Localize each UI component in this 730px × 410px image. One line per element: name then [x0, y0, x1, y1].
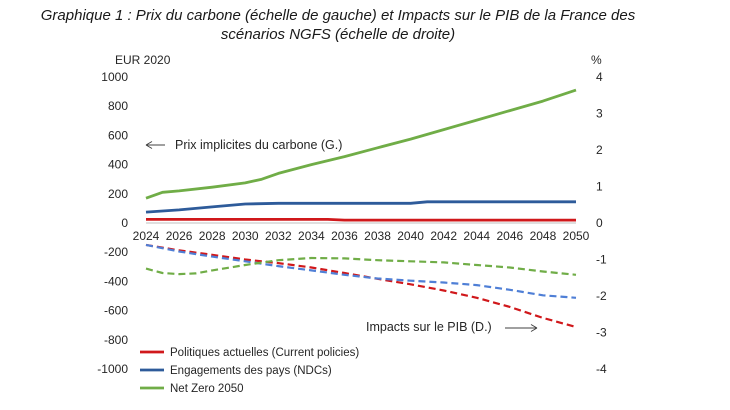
legend-label-nz: Net Zero 2050: [170, 383, 244, 395]
x-tick-label: 2038: [364, 229, 391, 243]
legend-label-current: Politiques actuelles (Current policies): [170, 347, 359, 359]
x-tick-label: 2034: [298, 229, 325, 243]
annotation-gdp-impact: Impacts sur le PIB (D.): [366, 320, 538, 334]
series-line-gdp-nz: [145, 256, 577, 276]
series-line-gdp-current: [145, 243, 577, 329]
y-left-tick-label: 400: [108, 158, 128, 172]
series-line-carbon-nz: [145, 88, 577, 200]
y-left-unit-label: EUR 2020: [115, 53, 171, 67]
x-tick-label: 2048: [530, 229, 557, 243]
y-right-tick-label: 0: [596, 216, 603, 230]
y-right-tick-label: 2: [596, 143, 603, 157]
series-line-carbon-ndc: [145, 200, 576, 214]
annotation-carbon-price: Prix implicites du carbone (G.): [145, 138, 342, 152]
y-right-tick-label: 4: [596, 70, 603, 84]
y-left-axis-ticks: 1000 800 600 400 200 0 -200 -400 -600 -800 -1000: [97, 70, 128, 376]
y-left-tick-label: 600: [108, 128, 128, 142]
annotation-carbon-label: Prix implicites du carbone (G.): [175, 138, 342, 152]
y-right-tick-label: -3: [596, 326, 607, 340]
x-tick-label: 2050: [563, 229, 590, 243]
y-right-tick-label: -4: [596, 362, 607, 376]
chart-title-line2: scénarios NGFS (échelle de droite): [221, 26, 455, 43]
y-left-tick-label: 0: [121, 216, 128, 230]
annotation-gdp-label: Impacts sur le PIB (D.): [366, 320, 492, 334]
x-tick-label: 2032: [265, 229, 292, 243]
series-line-gdp-ndc_dash: [145, 243, 577, 299]
chart-title-line1: Graphique 1 : Prix du carbone (échelle d…: [41, 7, 636, 24]
x-tick-label: 2046: [496, 229, 523, 243]
x-tick-label: 2044: [463, 229, 490, 243]
y-left-tick-label: -1000: [97, 362, 128, 376]
y-left-tick-label: -600: [104, 304, 128, 318]
y-right-tick-label: 1: [596, 180, 603, 194]
x-tick-label: 2028: [199, 229, 226, 243]
x-tick-label: 2030: [232, 229, 259, 243]
y-left-tick-label: -800: [104, 333, 128, 347]
arrow-right-icon: [530, 324, 538, 332]
series-layer: [145, 88, 577, 329]
x-tick-label: 2040: [397, 229, 424, 243]
chart-legend: Politiques actuelles (Current policies) E…: [140, 347, 359, 395]
series-line-carbon-current: [146, 217, 576, 222]
y-right-tick-label: -1: [596, 253, 607, 267]
x-tick-label: 2026: [166, 229, 193, 243]
y-left-tick-label: 1000: [101, 70, 128, 84]
y-left-tick-label: 800: [108, 99, 128, 113]
y-right-unit-label: %: [591, 53, 602, 67]
y-left-tick-label: -400: [104, 274, 128, 288]
x-tick-label: 2036: [331, 229, 358, 243]
y-left-tick-label: -200: [104, 245, 128, 259]
y-left-tick-label: 200: [108, 187, 128, 201]
x-axis-ticks: 2024 2026 2028 2030 2032 2034 2036 2038 2040 2042…: [133, 229, 590, 243]
legend-label-ndc: Engagements des pays (NDCs): [170, 365, 332, 377]
x-tick-label: 2042: [430, 229, 457, 243]
arrow-left-icon: [145, 141, 153, 149]
y-right-tick-label: 3: [596, 107, 603, 121]
x-tick-label: 2024: [133, 229, 160, 243]
y-right-axis-ticks: 4 3 2 1 0 -1 -2 -3 -4: [596, 70, 607, 376]
y-right-tick-label: -2: [596, 289, 607, 303]
